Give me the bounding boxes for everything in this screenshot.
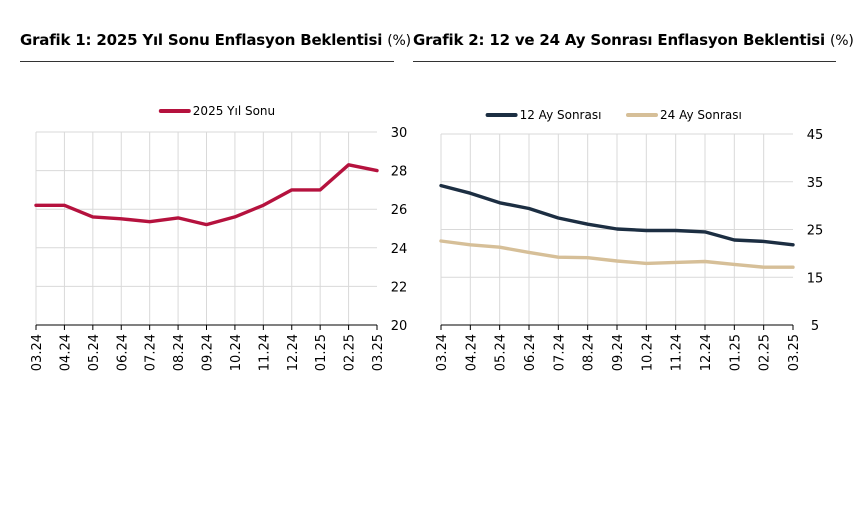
chart2-xtick-label: 01.25 (728, 334, 743, 371)
chart1-title: Grafik 1: 2025 Yıl Sonu Enflasyon Beklen… (20, 31, 411, 49)
chart2-ytick-label: 35 (807, 176, 824, 191)
chart1-ytick-label: 30 (391, 126, 408, 141)
chart1-ytick-label: 22 (391, 280, 408, 295)
chart1-xtick-label: 11.24 (257, 334, 272, 371)
chart1-xtick-label: 06.24 (115, 334, 130, 371)
chart2-xtick-label: 03.25 (787, 334, 802, 371)
chart1-ytick-label: 26 (391, 203, 408, 218)
chart1-title-unit: (%) (387, 33, 411, 49)
chart1-title-text: Grafik 1: 2025 Yıl Sonu Enflasyon Beklen… (20, 31, 383, 49)
chart2-title-rule (413, 61, 836, 62)
chart1-xtick-label: 12.24 (286, 334, 301, 371)
chart1-xtick-label: 05.24 (87, 334, 102, 371)
chart1-xtick-label: 03.25 (371, 334, 386, 371)
chart1-xtick-label: 08.24 (172, 334, 187, 371)
chart2-xtick-label: 11.24 (670, 334, 685, 371)
chart2-ytick-label: 15 (807, 271, 824, 286)
chart2-legend-label-2: 24 Ay Sonrası (660, 108, 742, 122)
chart1-xtick-label: 02.25 (343, 334, 358, 371)
chart2-ytick-label: 25 (807, 224, 824, 239)
chart2-xtick-label: 04.24 (464, 334, 479, 371)
chart1-title-rule (20, 61, 394, 62)
chart2-ytick-label: 45 (807, 128, 824, 143)
chart1-xtick-label: 01.25 (314, 334, 329, 371)
chart2-xtick-label: 10.24 (640, 334, 655, 371)
chart2-title-text: Grafik 2: 12 ve 24 Ay Sonrası Enflasyon … (413, 31, 825, 49)
chart2-xtick-label: 03.24 (435, 334, 450, 371)
chart2-xtick-label: 08.24 (582, 334, 597, 371)
chart2-xtick-label: 02.25 (758, 334, 773, 371)
chart2-series-2-line (439, 239, 795, 269)
chart1-xtick-label: 09.24 (201, 334, 216, 371)
chart1-xtick-label: 03.24 (30, 334, 45, 371)
chart2-legend-label-1: 12 Ay Sonrası (520, 108, 602, 122)
chart1-ytick-label: 20 (391, 319, 408, 334)
chart1-legend-label-1: 2025 Yıl Sonu (193, 104, 275, 118)
chart2-title-unit: (%) (830, 33, 854, 49)
chart2-title: Grafik 2: 12 ve 24 Ay Sonrası Enflasyon … (413, 31, 854, 49)
chart1-xtick-label: 04.24 (58, 334, 73, 371)
chart1-ytick-label: 24 (391, 242, 408, 257)
chart2-xtick-label: 05.24 (494, 334, 509, 371)
chart2-ytick-label: 5 (811, 319, 819, 334)
chart2-xtick-label: 07.24 (552, 334, 567, 371)
chart2-xtick-label: 06.24 (523, 334, 538, 371)
chart1-xtick-label: 07.24 (144, 334, 159, 371)
chart2-xtick-label: 09.24 (611, 334, 626, 371)
chart1-ytick-label: 28 (391, 165, 408, 180)
chart2-xtick-label: 12.24 (699, 334, 714, 371)
chart1-series-1-line (34, 163, 379, 227)
chart2-series-1-line (439, 183, 795, 247)
chart1-xtick-label: 10.24 (229, 334, 244, 371)
